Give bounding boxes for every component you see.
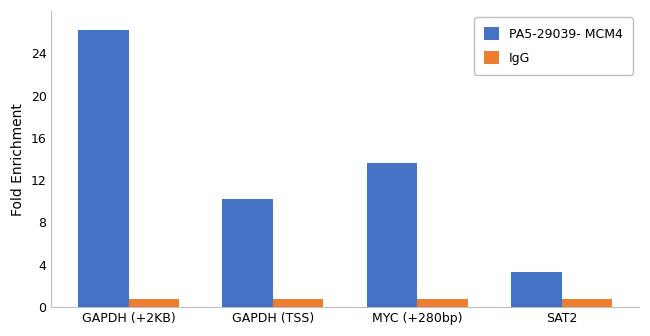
Legend: PA5-29039- MCM4, IgG: PA5-29039- MCM4, IgG — [474, 17, 632, 75]
Bar — [562, 299, 612, 307]
Y-axis label: Fold Enrichment: Fold Enrichment — [11, 102, 25, 215]
Bar — [78, 30, 129, 307]
Bar — [511, 272, 562, 307]
Bar — [222, 199, 273, 307]
Bar — [129, 299, 179, 307]
Bar — [273, 299, 324, 307]
Bar — [367, 163, 417, 307]
Bar — [417, 299, 468, 307]
